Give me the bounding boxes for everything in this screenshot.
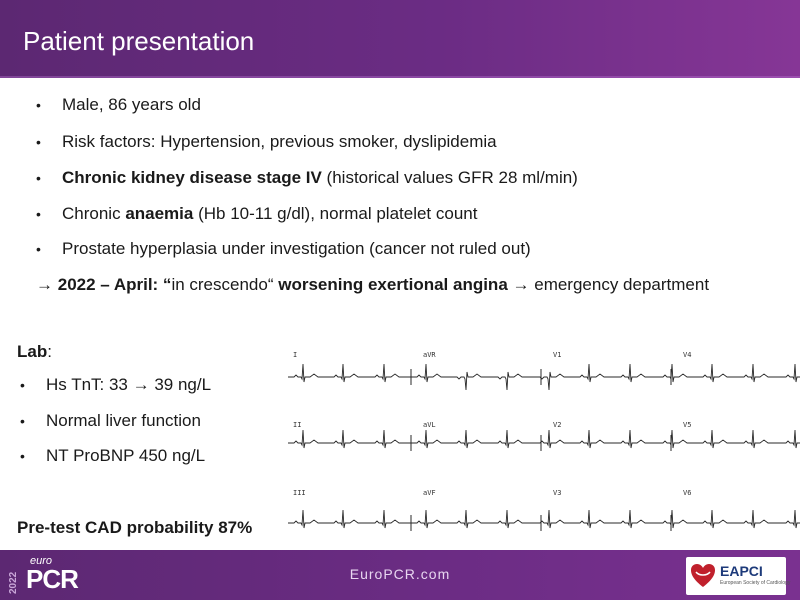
lead-label-v3: V3 (553, 489, 561, 497)
bullet-text: Chronic kidney disease stage IV (histori… (62, 168, 578, 188)
lab-heading: Lab: (17, 342, 52, 362)
lead-label-avl: aVL (423, 421, 436, 429)
timeline-date: 2022 – April: “ (57, 275, 172, 294)
lab-probnp: NT ProBNP 450 ng/L (46, 446, 206, 465)
bullet-text: Male, 86 years old (62, 95, 201, 114)
bullet-dot: • (20, 377, 25, 393)
bullet-dot: • (20, 413, 25, 429)
troponin-label: Hs TnT: 33 (46, 375, 133, 394)
lead-label-v1: V1 (553, 351, 561, 359)
title-bar: Patient presentation (0, 0, 800, 78)
title-rule (0, 76, 800, 78)
ecg-row-1 (288, 363, 800, 391)
lab-title: Lab (17, 342, 48, 361)
lead-label-v4: V4 (683, 351, 691, 359)
footer-bar: 2022 euro PCR EuroPCR.com EAPCI European… (0, 550, 800, 600)
europcr-logo: PCR (26, 564, 79, 594)
arrow-icon: → (512, 275, 530, 294)
bullet-dot: • (36, 241, 41, 257)
page-title: Patient presentation (23, 26, 255, 56)
ckd-detail: (historical values GFR 28 ml/min) (321, 168, 578, 187)
site-url: EuroPCR.com (349, 566, 451, 582)
ecg-row-3 (288, 509, 800, 529)
anaemia-detail: (Hb 10-11 g/dl), normal platelet count (193, 204, 478, 223)
heart-icon (691, 564, 715, 587)
logo-euro: euro (30, 555, 53, 567)
lead-label-iii: III (293, 489, 306, 497)
eapci-logo: EAPCI European Society of Cardiology (686, 557, 790, 595)
ckd-label: Chronic kidney disease stage IV (62, 168, 322, 187)
lead-label-ii: II (293, 421, 301, 429)
esc-label: European Society of Cardiology (720, 580, 791, 586)
ecg-row-2 (288, 429, 800, 449)
lab-liver: Normal liver function (46, 411, 201, 430)
eapci-label: EAPCI (720, 563, 763, 579)
lab-troponin: Hs TnT: 33 → 39 ng/L (46, 375, 211, 395)
troponin-value: 39 ng/L (149, 375, 212, 394)
lab-colon: : (47, 342, 52, 361)
lead-label-v5: V5 (683, 421, 691, 429)
lead-label-avr: aVR (423, 351, 436, 359)
bullet-dot: • (36, 206, 41, 222)
timeline-outcome: emergency department (529, 275, 710, 294)
bullet-dot: • (36, 97, 41, 113)
arrow-icon: → (132, 375, 150, 394)
bullet-dot: • (20, 448, 25, 464)
lead-label-v6: V6 (683, 489, 691, 497)
bullet-text: Chronic anaemia (Hb 10-11 g/dl), normal … (62, 204, 477, 224)
timeline-quote: in crescendo“ (171, 275, 279, 294)
bullet-dot: • (36, 170, 41, 186)
bullet-dot: • (36, 134, 41, 150)
arrow-icon: → (36, 275, 53, 294)
pretest-probability: Pre-test CAD probability 87% (17, 518, 253, 537)
anaemia-prefix: Chronic (62, 204, 126, 223)
bullet-text: Risk factors: Hypertension, previous smo… (62, 132, 497, 151)
presentation-timeline: → 2022 – April: “in crescendo“ worsening… (36, 275, 709, 295)
lead-label-v2: V2 (553, 421, 561, 429)
lead-label-i: I (293, 351, 297, 359)
anaemia-label: anaemia (125, 204, 194, 223)
lead-label-avf: aVF (423, 489, 436, 497)
bullet-text: Prostate hyperplasia under investigation… (62, 239, 531, 258)
timeline-symptom: worsening exertional angina (278, 275, 508, 294)
